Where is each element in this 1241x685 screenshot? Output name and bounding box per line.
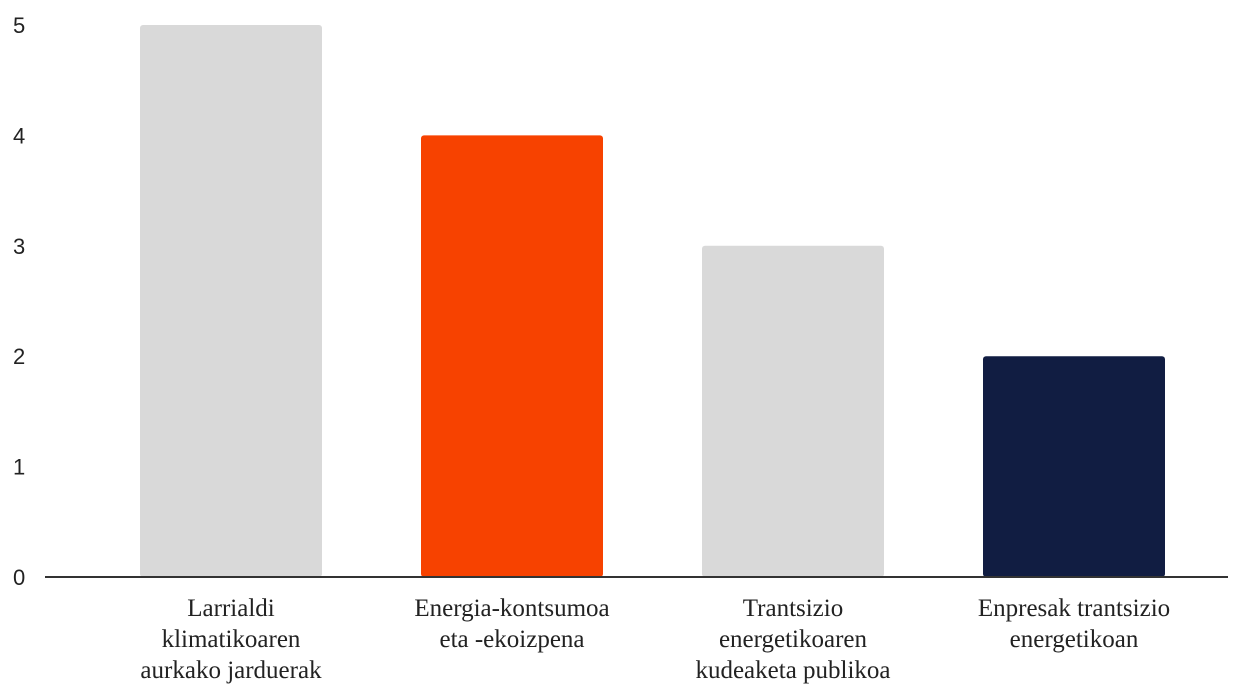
y-tick-label: 0	[13, 565, 25, 590]
x-tick-label-line: energetikoan	[1010, 626, 1139, 653]
x-tick-label-line: Trantsizio	[743, 595, 843, 622]
x-tick-label-line: kudeaketa publikoa	[695, 657, 890, 684]
x-tick-label-line: Larrialdi	[187, 595, 275, 622]
x-tick-label: Enpresak trantsizio energetikoan	[978, 595, 1170, 653]
x-tick-label-line: aurkako jarduerak	[140, 657, 322, 684]
x-tick-label: Larrialdi klimatikoaren aurkako jarduerak	[140, 595, 322, 684]
x-tick-label-line: Energia-kontsumoa	[414, 595, 609, 622]
y-tick-label: 2	[13, 344, 25, 369]
y-tick-label: 4	[13, 123, 25, 148]
bar	[702, 245, 884, 578]
x-tick-label-line: eta -ekoizpena	[439, 626, 584, 653]
x-tick-label-line: energetikoaren	[719, 626, 868, 653]
bar	[983, 356, 1165, 577]
y-tick-label: 5	[13, 13, 25, 38]
y-tick-label: 3	[13, 234, 25, 259]
x-tick-label: Energia-kontsumoa eta -ekoizpena	[414, 595, 609, 653]
y-axis-ticks: 0 1 2 3 4 5	[13, 13, 25, 590]
x-tick-label: Trantsizio energetikoaren kudeaketa publik…	[695, 595, 890, 684]
x-tick-label-line: klimatikoaren	[162, 626, 301, 653]
bars	[140, 25, 1165, 578]
y-tick-label: 1	[13, 455, 25, 480]
bar	[140, 25, 322, 577]
x-axis-labels: Larrialdi klimatikoaren aurkako jarduerak E…	[140, 595, 1170, 684]
x-tick-label-line: Enpresak trantsizio	[978, 595, 1170, 622]
bar	[421, 135, 603, 577]
